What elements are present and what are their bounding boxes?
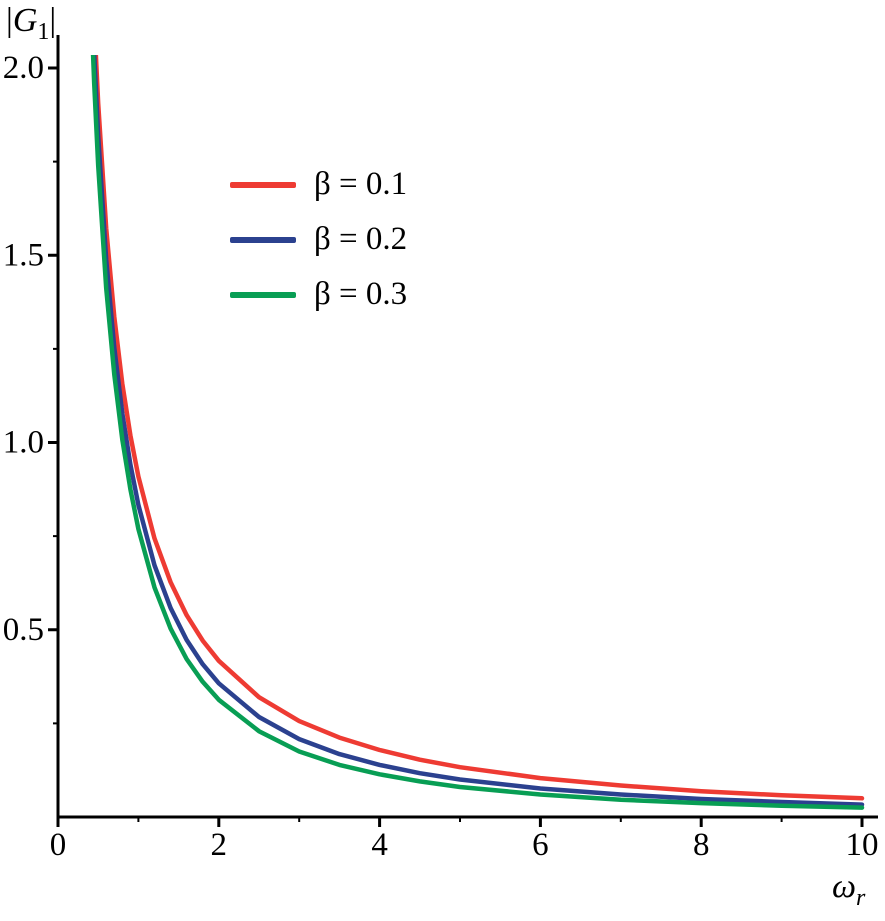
y-axis-label-prefix: | [6,2,13,39]
legend-item: β = 0.1 [230,166,407,203]
legend: β = 0.1 β = 0.2 β = 0.3 [230,166,407,313]
x-tick-label: 4 [371,827,388,863]
x-tick-label: 2 [211,827,228,863]
x-axis-label: ωr [832,868,865,910]
y-axis-label-suffix: | [49,2,57,39]
x-tick-label: 0 [50,827,67,863]
legend-item: β = 0.3 [230,276,407,313]
y-axis-label-symbol: G [12,2,38,39]
axes [56,35,878,819]
y-tick-label: 1.5 [3,237,44,273]
x-axis-label-subscript: r [856,884,866,911]
legend-line-swatch [230,181,296,188]
x-axis-label-symbol: ω [832,868,857,905]
y-tick-label: 2.0 [3,50,44,86]
legend-label: β = 0.1 [314,166,408,202]
y-tick-label: 1.0 [3,425,44,461]
y-axis-label-subscript: 1 [37,18,50,45]
legend-line-swatch [230,236,296,243]
curve-series-2 [90,55,865,810]
legend-label: β = 0.3 [314,276,408,312]
legend-item: β = 0.2 [230,221,407,258]
x-tick-label: 10 [846,827,879,863]
x-tick-label: 6 [532,827,549,863]
x-tick-label: 8 [693,827,710,863]
y-tick-label: 0.5 [3,612,44,648]
legend-line-swatch [230,291,296,298]
curve-series-1 [92,55,865,807]
legend-label: β = 0.2 [314,221,408,257]
y-axis-label: |G1| [6,2,57,44]
